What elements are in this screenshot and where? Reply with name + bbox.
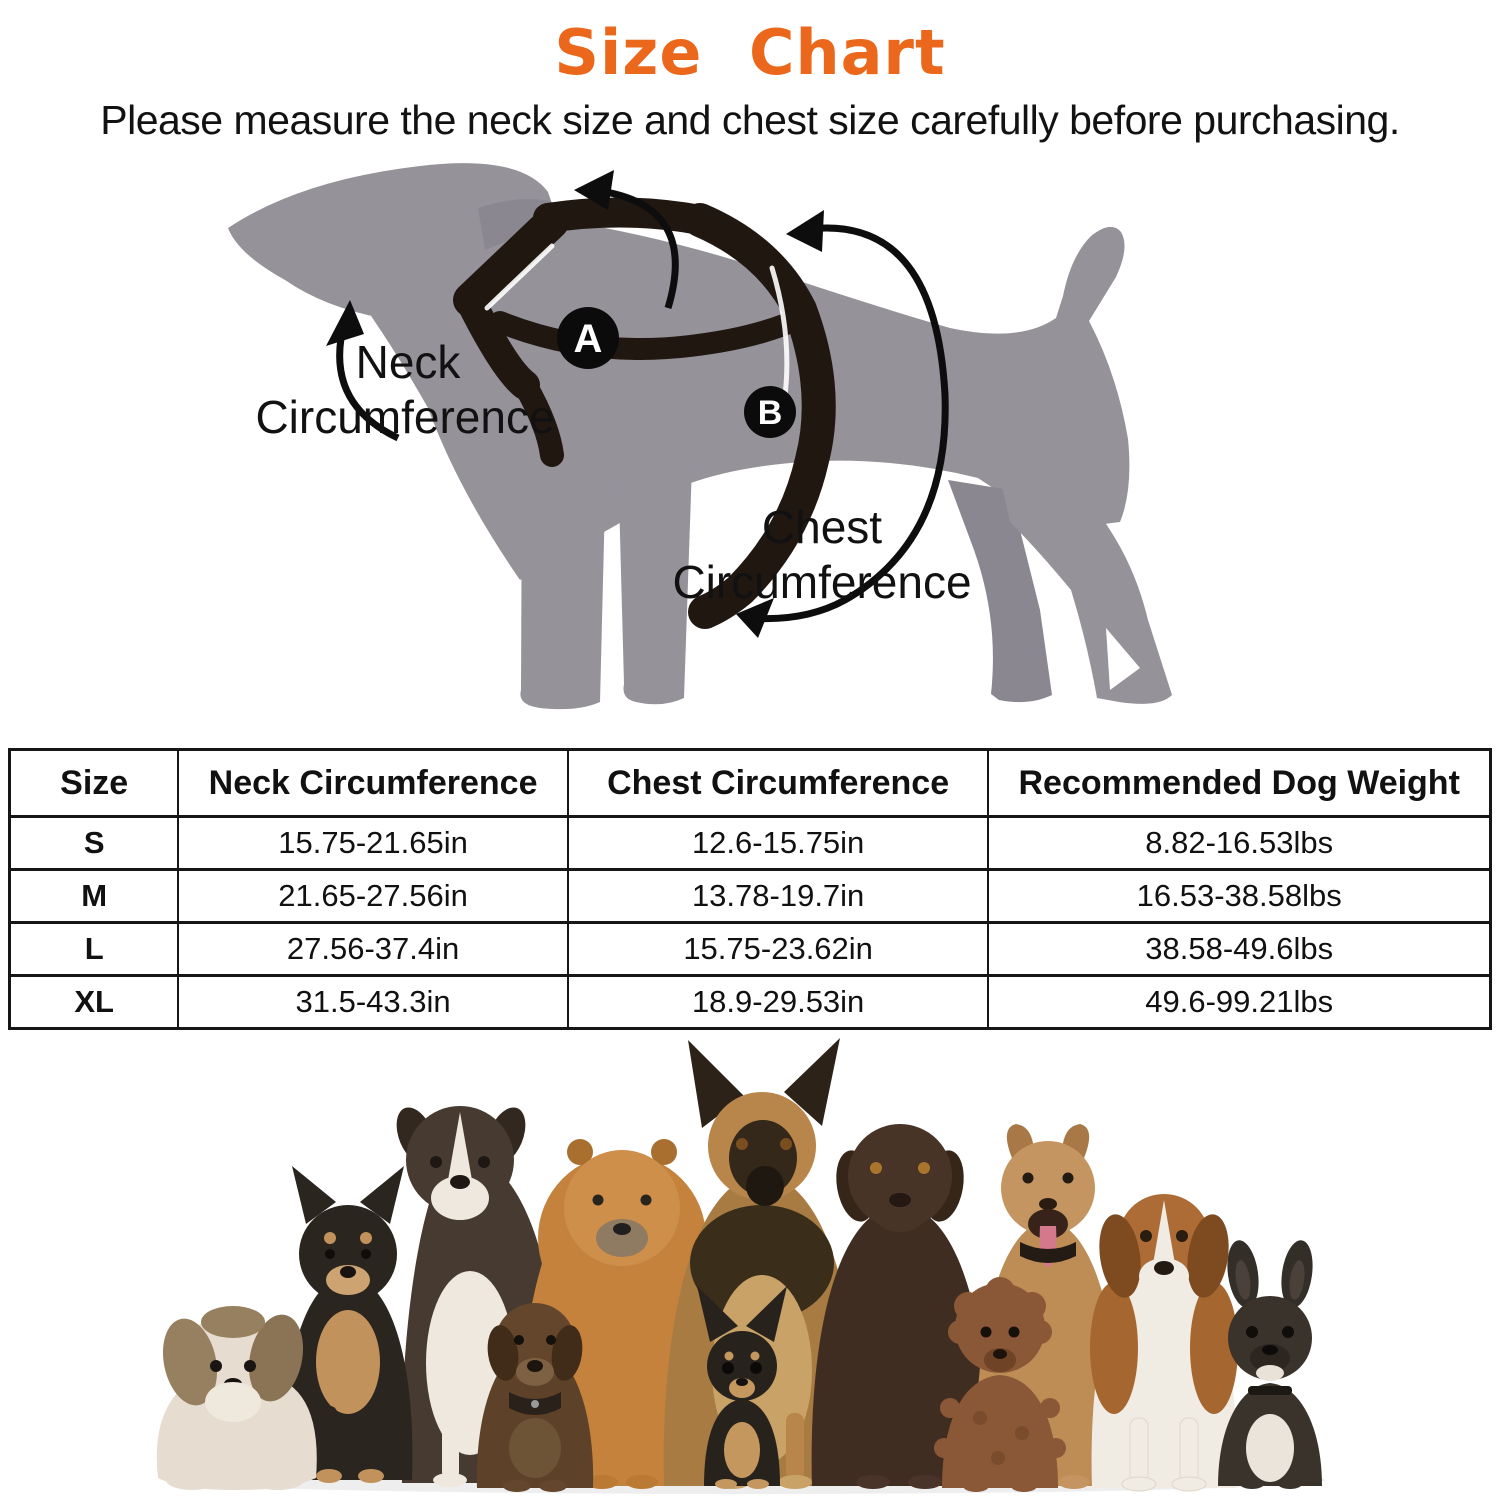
dog-beagle <box>1090 1194 1238 1492</box>
dog-boxer <box>396 1106 563 1487</box>
badge-a: A <box>557 307 619 369</box>
neck-circumference-label: Neck Circumference <box>255 336 554 443</box>
svg-text:Neck: Neck <box>356 336 462 388</box>
cell-size: L <box>8 921 180 977</box>
table-row-l: L 27.56-37.4in 15.75-23.62in 38.58-49.6l… <box>8 921 1492 977</box>
dogs-group-photo <box>156 1038 1325 1494</box>
dog-chihuahua <box>697 1286 787 1489</box>
cell-neck: 31.5-43.3in <box>177 974 569 1030</box>
cell-neck: 15.75-21.65in <box>177 815 569 871</box>
page-subtitle: Please measure the neck size and chest s… <box>100 97 1400 143</box>
table-row-xl: XL 31.5-43.3in 18.9-29.53in 49.6-99.21lb… <box>8 974 1492 1030</box>
cell-chest: 15.75-23.62in <box>566 921 990 977</box>
cell-weight: 16.53-38.58lbs <box>987 868 1492 924</box>
svg-text:Circumference: Circumference <box>672 556 971 608</box>
size-chart-table: Size Neck Circumference Chest Circumfere… <box>8 748 1492 1030</box>
badge-b-letter: B <box>758 394 783 432</box>
cell-weight: 49.6-99.21lbs <box>987 974 1492 1030</box>
svg-text:Circumference: Circumference <box>255 391 554 443</box>
cell-chest: 13.78-19.7in <box>566 868 990 924</box>
cell-neck: 21.65-27.56in <box>177 868 569 924</box>
harness-measurement-diagram: A B Neck Circumference Chest Circumferen… <box>228 163 1172 710</box>
header-size: Size <box>8 748 180 818</box>
cell-weight: 38.58-49.6lbs <box>987 921 1492 977</box>
dog-shiba <box>283 1166 413 1483</box>
badge-b: B <box>744 386 796 438</box>
cell-weight: 8.82-16.53lbs <box>987 815 1492 871</box>
badge-a-letter: A <box>574 317 603 361</box>
arrow-heads <box>326 170 824 638</box>
page-title: Size Chart <box>554 16 946 89</box>
cell-size: S <box>8 815 180 871</box>
header-chest: Chest Circumference <box>566 748 990 818</box>
chest-circumference-label: Chest Circumference <box>672 501 971 608</box>
dog-french-bulldog <box>1218 1240 1322 1489</box>
cell-size: XL <box>8 974 180 1030</box>
cell-size: M <box>8 868 180 924</box>
table-header-row: Size Neck Circumference Chest Circumfere… <box>8 748 1492 818</box>
dog-chocolate-labrador <box>811 1124 989 1489</box>
header-weight: Recommended Dog Weight <box>987 748 1492 818</box>
cell-neck: 27.56-37.4in <box>177 921 569 977</box>
dog-poodle <box>934 1277 1066 1492</box>
header-neck: Neck Circumference <box>177 748 569 818</box>
dog-shih-tzu <box>156 1306 317 1490</box>
size-table-section: Size Neck Circumference Chest Circumfere… <box>8 748 1492 1030</box>
dog-silhouette-illustration <box>228 163 1172 710</box>
harness-straps <box>453 197 836 629</box>
dog-dachshund <box>476 1303 594 1492</box>
svg-text:Chest: Chest <box>762 501 882 553</box>
cell-chest: 18.9-29.53in <box>566 974 990 1030</box>
table-row-m: M 21.65-27.56in 13.78-19.7in 16.53-38.58… <box>8 868 1492 924</box>
table-row-s: S 15.75-21.65in 12.6-15.75in 8.82-16.53l… <box>8 815 1492 871</box>
cell-chest: 12.6-15.75in <box>566 815 990 871</box>
